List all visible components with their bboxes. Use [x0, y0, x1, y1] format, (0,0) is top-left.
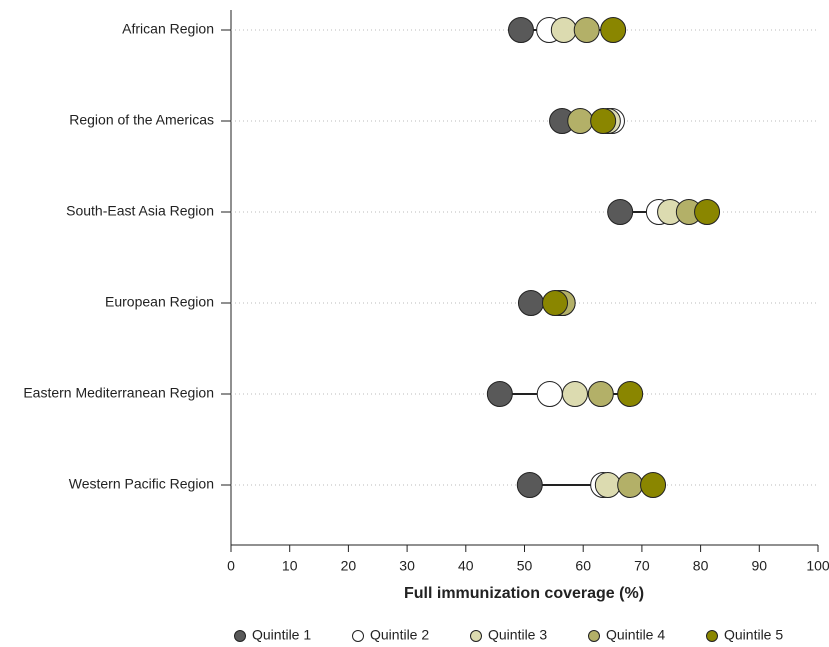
- dot: [507, 17, 534, 43]
- x-tick-label: 50: [517, 558, 533, 574]
- x-tick-label: 20: [341, 558, 357, 574]
- category-label: African Region: [122, 21, 214, 37]
- legend-swatch: [588, 630, 600, 642]
- dot: [573, 17, 600, 43]
- legend-label: Quintile 2: [370, 627, 429, 643]
- x-tick-label: 40: [458, 558, 474, 574]
- dot: [587, 381, 614, 407]
- category-label: Region of the Americas: [69, 112, 214, 128]
- x-tick-label: 80: [693, 558, 709, 574]
- dot: [561, 381, 588, 407]
- category-label: European Region: [105, 294, 214, 310]
- dot: [594, 472, 621, 498]
- category-label: Western Pacific Region: [69, 476, 214, 492]
- dot: [590, 108, 617, 134]
- legend-swatch: [234, 630, 246, 642]
- dot: [536, 381, 563, 407]
- x-tick-label: 100: [806, 558, 829, 574]
- legend-label: Quintile 4: [606, 627, 665, 643]
- x-tick-label: 60: [575, 558, 591, 574]
- dot: [600, 17, 627, 43]
- dot: [567, 108, 594, 134]
- category-label: South-East Asia Region: [66, 203, 214, 219]
- x-axis-title: Full immunization coverage (%): [404, 585, 644, 602]
- dot: [542, 290, 569, 316]
- dot: [617, 472, 644, 498]
- legend-label: Quintile 5: [724, 627, 783, 643]
- x-tick-label: 10: [282, 558, 298, 574]
- dot: [617, 381, 644, 407]
- dot: [486, 381, 513, 407]
- legend-label: Quintile 1: [252, 627, 311, 643]
- category-label: Eastern Mediterranean Region: [23, 385, 214, 401]
- x-tick-label: 0: [227, 558, 235, 574]
- x-tick-label: 70: [634, 558, 650, 574]
- dot: [516, 472, 543, 498]
- dot: [550, 17, 577, 43]
- legend-swatch: [352, 630, 364, 642]
- legend-swatch: [706, 630, 718, 642]
- dot: [607, 199, 634, 225]
- x-tick-label: 30: [399, 558, 415, 574]
- x-tick-label: 90: [752, 558, 768, 574]
- dot: [517, 290, 544, 316]
- dot: [694, 199, 721, 225]
- legend-label: Quintile 3: [488, 627, 547, 643]
- legend-swatch: [470, 630, 482, 642]
- dot: [640, 472, 667, 498]
